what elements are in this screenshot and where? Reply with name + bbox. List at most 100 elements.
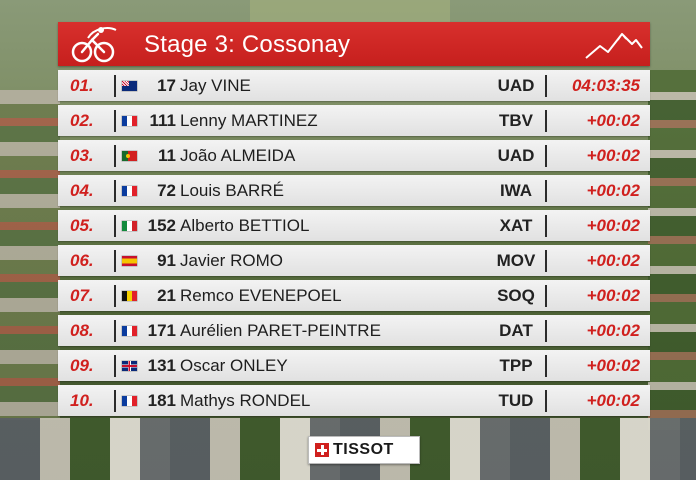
sponsor-name: TISSOT: [333, 441, 394, 458]
be-flag-icon: [122, 291, 137, 301]
team-code: DAT: [499, 321, 533, 340]
es-flag-icon: [122, 256, 137, 266]
column-divider: [545, 285, 547, 307]
result-row: 09. 131 Oscar ONLEY TPP +00:02: [58, 350, 650, 381]
au-flag-icon: [122, 81, 137, 91]
rider-name: Mathys RONDEL: [180, 391, 311, 410]
column-divider: [545, 355, 547, 377]
bib-number: 72: [157, 181, 176, 200]
rank-position: 09.: [70, 356, 94, 375]
column-divider: [545, 390, 547, 412]
rank-position: 10.: [70, 391, 94, 410]
bib-number: 111: [149, 111, 177, 130]
rider-name: Alberto BETTIOL: [180, 216, 310, 235]
rider-name: Louis BARRÉ: [180, 181, 284, 200]
finish-time: +00:02: [586, 181, 640, 200]
sponsor-logo: TISSOT: [308, 436, 420, 464]
result-row: 10. 181 Mathys RONDEL TUD +00:02: [58, 385, 650, 416]
team-code: IWA: [499, 181, 533, 200]
gb-flag-icon: [122, 361, 137, 371]
result-row: 06. 91 Javier ROMO MOV +00:02: [58, 245, 650, 276]
column-divider: [545, 215, 547, 237]
result-row: 01. 17 Jay VINE UAD 04:03:35: [58, 70, 650, 101]
result-row: 08. 171 Aurélien PARET-PEINTRE DAT +00:02: [58, 315, 650, 346]
column-divider: [114, 285, 116, 307]
rider-name: João ALMEIDA: [180, 146, 296, 165]
result-row: 07. 21 Remco EVENEPOEL SOQ +00:02: [58, 280, 650, 311]
fr-flag-icon: [122, 186, 137, 196]
rider-name: Aurélien PARET-PEINTRE: [180, 321, 381, 340]
finish-time: +00:02: [586, 286, 640, 305]
column-divider: [114, 110, 116, 132]
field-patch: [250, 0, 450, 22]
column-divider: [545, 250, 547, 272]
column-divider: [114, 180, 116, 202]
mountain-icon: [585, 32, 643, 59]
finish-time: +00:02: [586, 251, 640, 270]
team-code: UAD: [497, 146, 535, 165]
result-row: 02. 111 Lenny MARTINEZ TBV +00:02: [58, 105, 650, 136]
column-divider: [114, 320, 116, 342]
team-code: XAT: [499, 216, 533, 235]
column-divider: [114, 390, 116, 412]
houses-left: [0, 90, 60, 420]
rank-position: 08.: [70, 321, 94, 340]
rider-name: Jay VINE: [180, 76, 251, 95]
column-divider: [114, 145, 116, 167]
column-divider: [545, 145, 547, 167]
result-row: 03. 11 João ALMEIDA UAD +00:02: [58, 140, 650, 171]
team-code: TBV: [499, 111, 533, 130]
result-row: 04. 72 Louis BARRÉ IWA +00:02: [58, 175, 650, 206]
rank-position: 02.: [70, 111, 94, 130]
finish-time: +00:02: [586, 216, 640, 235]
column-divider: [114, 215, 116, 237]
team-code: TPP: [499, 356, 533, 375]
cyclist-icon: [71, 27, 117, 63]
bib-number: 152: [147, 216, 176, 235]
bib-number: 91: [157, 251, 176, 270]
team-code: SOQ: [497, 286, 535, 305]
rank-position: 01.: [70, 76, 94, 95]
it-flag-icon: [122, 221, 137, 231]
pt-flag-icon: [122, 151, 137, 161]
rank-position: 07.: [70, 286, 94, 305]
rank-position: 06.: [70, 251, 94, 270]
stage-header: Stage 3: Cossonay: [58, 22, 650, 66]
column-divider: [545, 75, 547, 97]
column-divider: [545, 320, 547, 342]
finish-time: +00:02: [586, 146, 640, 165]
fr-flag-icon: [122, 396, 137, 406]
fr-flag-icon: [122, 326, 137, 336]
finish-time: +00:02: [586, 111, 640, 130]
bib-number: 171: [147, 321, 176, 340]
bib-number: 17: [157, 76, 176, 95]
rider-name: Oscar ONLEY: [180, 356, 288, 375]
finish-time: +00:02: [586, 356, 640, 375]
finish-time: +00:02: [586, 321, 640, 340]
bib-number: 21: [157, 286, 176, 305]
team-code: MOV: [496, 251, 536, 270]
swiss-cross-icon: [315, 443, 329, 457]
column-divider: [545, 180, 547, 202]
column-divider: [114, 75, 116, 97]
bib-number: 181: [147, 391, 176, 410]
rank-position: 03.: [70, 146, 94, 165]
rider-name: Remco EVENEPOEL: [180, 286, 342, 305]
finish-time: +00:02: [586, 391, 640, 410]
rider-name: Lenny MARTINEZ: [180, 111, 318, 130]
team-code: TUD: [498, 391, 534, 410]
bib-number: 11: [158, 146, 176, 165]
column-divider: [114, 355, 116, 377]
finish-time: 04:03:35: [571, 76, 640, 95]
bib-number: 131: [147, 356, 176, 375]
column-divider: [114, 250, 116, 272]
rank-position: 04.: [70, 181, 94, 200]
houses-right: [648, 70, 696, 430]
fr-flag-icon: [122, 116, 137, 126]
stage-title: Stage 3: Cossonay: [144, 31, 351, 58]
rank-position: 05.: [70, 216, 94, 235]
column-divider: [545, 110, 547, 132]
result-row: 05. 152 Alberto BETTIOL XAT +00:02: [58, 210, 650, 241]
team-code: UAD: [497, 76, 535, 95]
results-list: 01. 17 Jay VINE UAD 04:03:35 02. 111 Lenny MART…: [58, 70, 650, 420]
